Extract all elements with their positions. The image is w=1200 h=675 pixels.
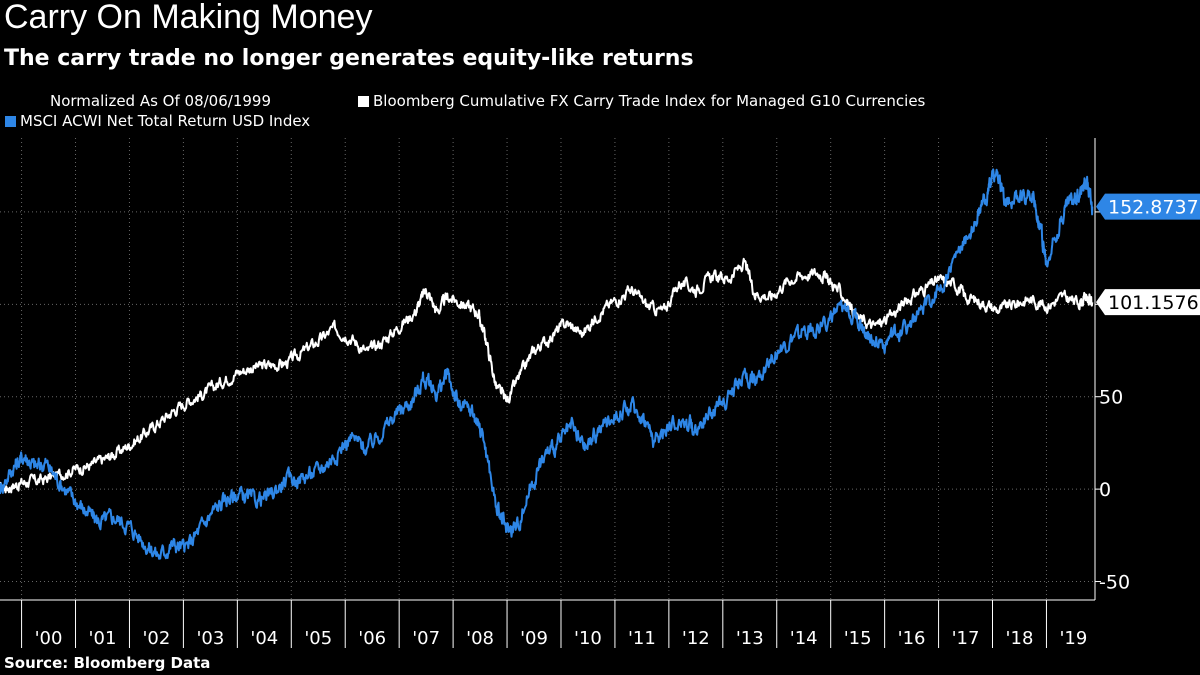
legend-item-msci: MSCI ACWI Net Total Return USD Index — [5, 112, 310, 130]
x-tick-label-9: '09 — [520, 628, 548, 649]
y-tick-label-2: 50 — [1099, 387, 1123, 409]
x-tick-label-1: '01 — [89, 628, 117, 649]
normalization-note: Normalized As Of 08/06/1999 — [50, 92, 271, 110]
legend-item-carry: Bloomberg Cumulative FX Carry Trade Inde… — [358, 92, 925, 110]
last-value-label-1: 152.8737 — [1108, 197, 1199, 219]
x-tick-label-14: '14 — [790, 628, 818, 649]
y-tick-label-0: -50 — [1099, 572, 1130, 594]
x-tick-label-15: '15 — [844, 628, 872, 649]
x-tick-label-10: '10 — [574, 628, 602, 649]
x-tick-label-3: '03 — [196, 628, 224, 649]
x-tick-label-13: '13 — [736, 628, 764, 649]
x-tick-label-18: '18 — [1006, 628, 1034, 649]
legend-swatch-carry — [358, 95, 369, 107]
last-value-label-0: 101.1576 — [1108, 292, 1199, 314]
value-label-layer: 101.1576 152.8737 — [1096, 193, 1200, 316]
legend-label-carry: Bloomberg Cumulative FX Carry Trade Inde… — [373, 92, 926, 110]
chart-subtitle: The carry trade no longer generates equi… — [4, 46, 694, 71]
series-line-1 — [0, 168, 1094, 560]
x-tick-label-5: '05 — [304, 628, 332, 649]
x-tick-label-7: '07 — [412, 628, 440, 649]
legend-label-msci: MSCI ACWI Net Total Return USD Index — [20, 112, 311, 130]
x-tick-label-2: '02 — [142, 628, 170, 649]
x-tick-label-8: '08 — [466, 628, 494, 649]
x-tick-label-11: '11 — [628, 628, 656, 649]
chart-title: Carry On Making Money — [4, 0, 373, 36]
x-tick-label-16: '16 — [898, 628, 926, 649]
x-tick-label-4: '04 — [250, 628, 278, 649]
legend-swatch-msci — [5, 115, 16, 127]
series-layer — [0, 168, 1094, 560]
y-tick-label-1: 0 — [1099, 479, 1111, 501]
x-tick-label-0: '00 — [35, 628, 63, 649]
source-note: Source: Bloomberg Data — [4, 654, 211, 672]
last-value-box-1 — [1096, 193, 1200, 220]
grid-layer — [0, 138, 1095, 600]
x-tick-label-12: '12 — [682, 628, 710, 649]
axis-layer: -50 0 50 '00 '01 '02 '03 '04 '05 '06 '07 '08 '09 '10 '… — [0, 138, 1130, 649]
x-tick-label-6: '06 — [358, 628, 386, 649]
last-value-box-0 — [1096, 289, 1200, 316]
x-tick-label-17: '17 — [952, 628, 980, 649]
series-line-0 — [0, 257, 1094, 494]
x-tick-label-19: '19 — [1059, 628, 1087, 649]
